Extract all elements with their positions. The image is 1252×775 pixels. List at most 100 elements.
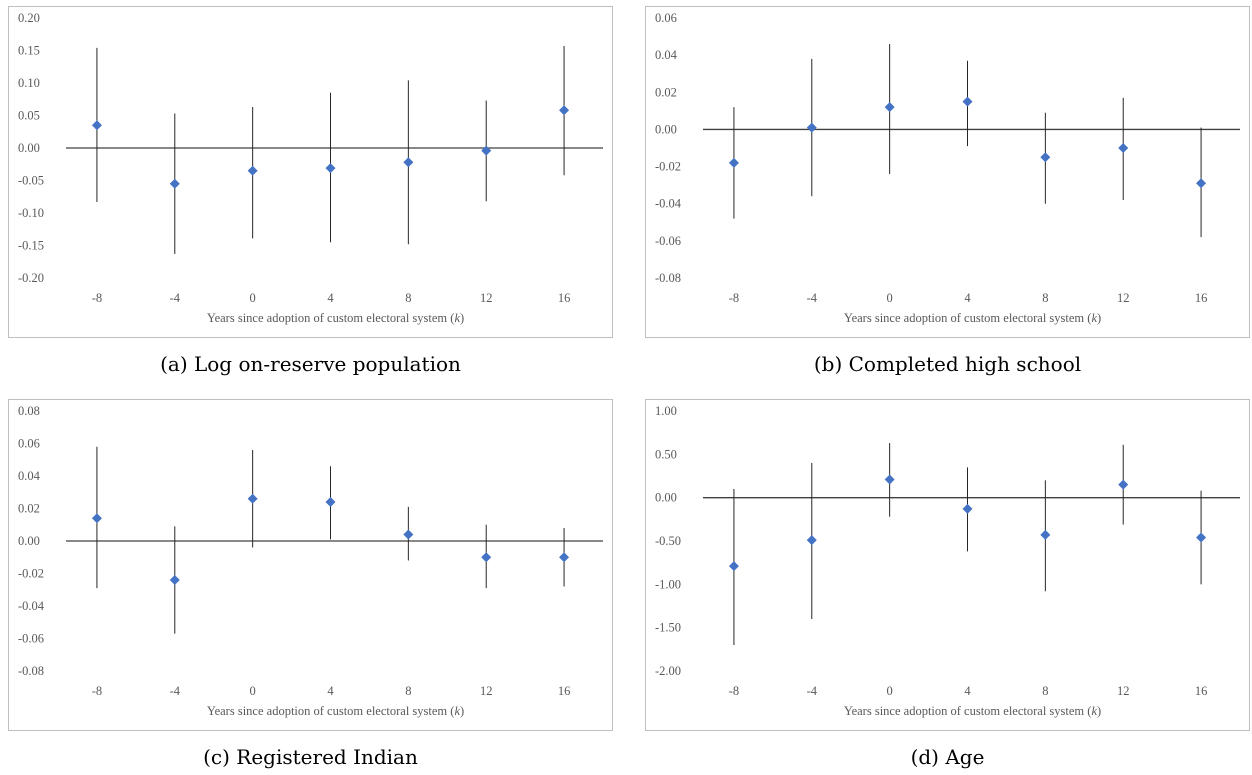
y-tick-label: -0.05 — [18, 174, 44, 188]
chart-c-svg: 0.08 0.06 0.04 0.02 0.00 -0.02 -0.04 -0.06 -0.08… — [8, 399, 613, 731]
chart-a-svg: 0.20 0.15 0.10 0.05 0.00 -0.05 -0.10 -0.15 -0.20… — [8, 6, 613, 338]
chart-b-svg: 0.06 0.04 0.02 0.00 -0.02 -0.04 -0.06 -0.08 -8 -4… — [645, 6, 1250, 338]
caption-b: (b) Completed high school — [813, 352, 1082, 376]
y-tick-label: -0.06 — [18, 632, 44, 646]
y-tick-label: -0.04 — [18, 599, 45, 613]
x-axis-label-main: Years since adoption of custom electoral… — [207, 704, 455, 718]
x-tick-label: -4 — [807, 291, 818, 305]
x-tick-label: 8 — [405, 684, 411, 698]
data-point — [806, 122, 817, 133]
data-point — [559, 105, 570, 116]
x-tick-label: -4 — [170, 291, 181, 305]
x-tick-label: 12 — [480, 291, 493, 305]
x-tick-label: 12 — [1117, 684, 1130, 698]
caption-a: (a) Log on-reserve population — [160, 352, 461, 376]
x-tick-label: 0 — [887, 291, 893, 305]
x-tick-label: 16 — [1195, 684, 1208, 698]
y-tick-label: 0.06 — [655, 11, 677, 25]
y-tick-label: 0.08 — [18, 404, 40, 418]
x-tick-label: 16 — [558, 684, 571, 698]
chart-panel-b: 0.06 0.04 0.02 0.00 -0.02 -0.04 -0.06 -0.08 -8 -4… — [645, 6, 1250, 338]
x-axis-label-tail: ) — [1097, 311, 1101, 325]
y-tick-label: -0.50 — [655, 534, 681, 548]
y-tick-label: -0.06 — [655, 234, 681, 248]
x-axis-label-main: Years since adoption of custom electoral… — [844, 704, 1092, 718]
chart-panel-c: 0.08 0.06 0.04 0.02 0.00 -0.02 -0.04 -0.06 -0.08… — [8, 399, 613, 731]
x-axis-label-tail: ) — [460, 311, 464, 325]
x-axis-label: Years since adoption of custom electoral… — [844, 704, 1101, 718]
data-point — [247, 493, 258, 504]
y-tick-label: -0.02 — [655, 160, 681, 174]
y-tick-label: 0.00 — [18, 534, 40, 548]
data-point — [325, 163, 336, 174]
data-point — [91, 513, 102, 524]
x-tick-label: 0 — [250, 684, 256, 698]
x-tick-label: 8 — [405, 291, 411, 305]
data-point — [806, 535, 817, 546]
data-point — [1196, 532, 1207, 543]
x-axis-label: Years since adoption of custom electoral… — [207, 311, 464, 325]
x-tick-label: 12 — [480, 684, 493, 698]
data-point — [1040, 529, 1051, 540]
y-tick-label: 0.02 — [18, 502, 40, 516]
y-tick-label: -0.04 — [655, 197, 682, 211]
x-tick-label: 16 — [558, 291, 571, 305]
y-tick-label: 0.00 — [655, 122, 677, 136]
data-point — [403, 529, 414, 540]
x-axis-label-main: Years since adoption of custom electoral… — [844, 311, 1092, 325]
data-point — [962, 503, 973, 514]
y-tick-label: -0.08 — [18, 664, 44, 678]
x-tick-label: 4 — [964, 684, 971, 698]
x-tick-label: -4 — [170, 684, 181, 698]
data-point — [169, 178, 180, 189]
y-tick-label: 1.00 — [655, 404, 677, 418]
data-point — [1118, 479, 1129, 490]
x-tick-label: 12 — [1117, 291, 1130, 305]
y-tick-label: -0.10 — [18, 206, 44, 220]
y-tick-label: -0.02 — [18, 567, 44, 581]
data-point — [728, 157, 739, 168]
x-tick-label: 0 — [250, 291, 256, 305]
x-tick-label: 16 — [1195, 291, 1208, 305]
data-point — [481, 552, 492, 563]
x-axis-label: Years since adoption of custom electoral… — [207, 704, 464, 718]
y-tick-label: 0.05 — [18, 109, 40, 123]
y-tick-label: -1.50 — [655, 621, 681, 635]
data-point — [481, 145, 492, 156]
x-tick-label: 4 — [327, 684, 334, 698]
y-tick-label: 0.02 — [655, 85, 677, 99]
data-point — [247, 165, 258, 176]
x-tick-label: 4 — [327, 291, 334, 305]
y-tick-label: -0.15 — [18, 239, 44, 253]
y-tick-label: -0.08 — [655, 271, 681, 285]
x-axis-label-main: Years since adoption of custom electoral… — [207, 311, 455, 325]
data-point — [1118, 143, 1129, 153]
chart-frame — [645, 399, 1250, 731]
chart-panel-d: 1.00 0.50 0.00 -0.50 -1.00 -1.50 -2.00 -8 -4 0 4 8 1… — [645, 399, 1250, 731]
chart-frame — [645, 6, 1250, 338]
x-tick-label: -8 — [729, 684, 739, 698]
x-axis-label-tail: ) — [1097, 704, 1101, 718]
y-tick-label: 0.10 — [18, 76, 40, 90]
caption-d: (d) Age — [910, 745, 985, 769]
y-tick-label: -1.00 — [655, 577, 681, 591]
data-point — [91, 120, 102, 131]
y-tick-label: 0.00 — [18, 141, 40, 155]
x-tick-label: -8 — [92, 291, 102, 305]
y-tick-label: 0.15 — [18, 44, 40, 58]
x-tick-label: 0 — [887, 684, 893, 698]
data-point — [1196, 178, 1207, 189]
chart-frame — [8, 399, 613, 731]
x-tick-label: -8 — [729, 291, 739, 305]
y-tick-label: 0.04 — [18, 469, 41, 483]
x-tick-label: 4 — [964, 291, 971, 305]
chart-frame — [8, 6, 613, 338]
data-point — [728, 561, 739, 572]
y-tick-label: 0.00 — [655, 491, 677, 505]
data-point — [559, 552, 570, 563]
y-tick-label: 0.06 — [18, 437, 40, 451]
x-axis-label-var: k — [454, 311, 460, 325]
x-tick-label: -8 — [92, 684, 102, 698]
y-tick-label: 0.50 — [655, 447, 677, 461]
data-point — [325, 497, 336, 507]
